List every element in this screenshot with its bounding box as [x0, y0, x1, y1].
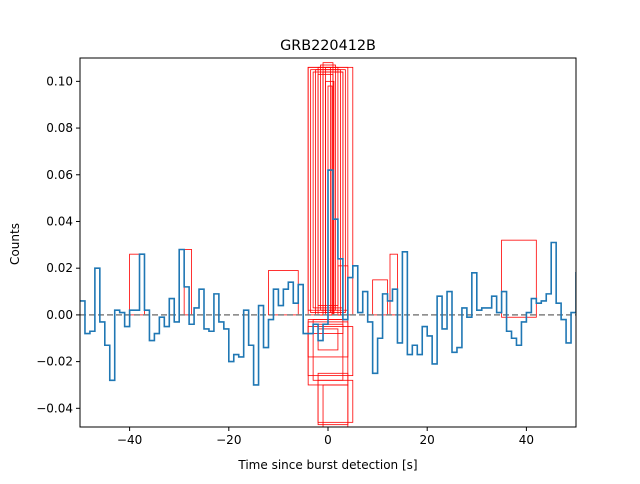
x-tick-label: 40 [519, 433, 534, 447]
counts-step-line [80, 169, 576, 386]
y-tick-label: 0.02 [46, 261, 73, 275]
series-group [80, 169, 576, 386]
y-tick-label: 0.00 [46, 308, 73, 322]
x-axis-label: Time since burst detection [s] [237, 458, 417, 472]
plot-frame [79, 57, 577, 428]
annotation-rectangle [322, 384, 349, 427]
annotation-rectangle [389, 253, 398, 316]
y-tick-label: −0.04 [36, 401, 73, 415]
axis-ticks: −40 −20 0 20 40 −0.04 −0.02 0.00 0.02 0.04 0.06 0.0… [36, 74, 534, 447]
y-tick-label: 0.10 [46, 74, 73, 88]
x-tick-label: −20 [216, 433, 241, 447]
y-tick-label: −0.02 [36, 355, 73, 369]
y-tick-label: 0.04 [46, 214, 73, 228]
y-tick-label: 0.08 [46, 121, 73, 135]
x-tick-label: 0 [324, 433, 332, 447]
x-tick-label: −40 [117, 433, 142, 447]
chart-title: GRB220412B [280, 38, 376, 54]
annotation-rectangle [317, 379, 354, 423]
annotation-rectangle [501, 239, 537, 318]
x-tick-label: 20 [420, 433, 435, 447]
y-axis-label: Counts [8, 223, 22, 265]
y-tick-label: 0.06 [46, 168, 73, 182]
